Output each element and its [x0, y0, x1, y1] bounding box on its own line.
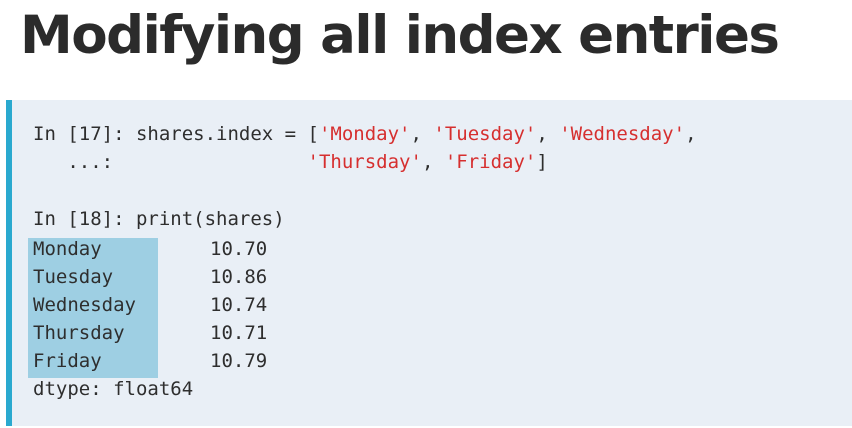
prompt-in17: In [17]:: [33, 123, 136, 145]
separator: ,: [536, 123, 560, 145]
dtype-line: dtype: float64: [33, 378, 194, 400]
index-assign: shares.index = [: [135, 123, 319, 145]
series-value: 10.86: [210, 266, 268, 288]
series-value: 10.70: [210, 238, 268, 260]
accent-bar: [6, 100, 12, 426]
prompt-continuation: ...:: [33, 151, 125, 173]
index-label: Thursday: [33, 322, 125, 344]
index-label: Monday: [33, 238, 102, 260]
index-label: Wednesday: [33, 294, 136, 316]
separator: ,: [421, 151, 445, 173]
slide-title: Modifying all index entries: [20, 5, 780, 66]
series-value: 10.71: [210, 322, 268, 344]
series-value: 10.79: [210, 350, 268, 372]
code-line-continuation: ...: 'Thursday', 'Friday']: [33, 149, 548, 175]
index-label: Tuesday: [33, 266, 114, 288]
series-value: 10.74: [210, 294, 268, 316]
code-line-in18: In [18]: print(shares): [33, 208, 285, 230]
string-thursday: 'Thursday': [307, 151, 422, 173]
trailing-comma: ,: [685, 123, 697, 145]
index-highlight: [28, 238, 158, 378]
code-line-in17: In [17]: shares.index = ['Monday', 'Tues…: [33, 121, 697, 147]
index-label: Friday: [33, 350, 102, 372]
string-wednesday: 'Wednesday': [559, 123, 686, 145]
string-monday: 'Monday': [318, 123, 411, 145]
separator: ,: [410, 123, 434, 145]
string-friday: 'Friday': [444, 151, 537, 173]
closing-bracket: ]: [536, 151, 548, 173]
code-panel: In [17]: shares.index = ['Monday', 'Tues…: [6, 100, 852, 426]
string-tuesday: 'Tuesday': [433, 123, 537, 145]
